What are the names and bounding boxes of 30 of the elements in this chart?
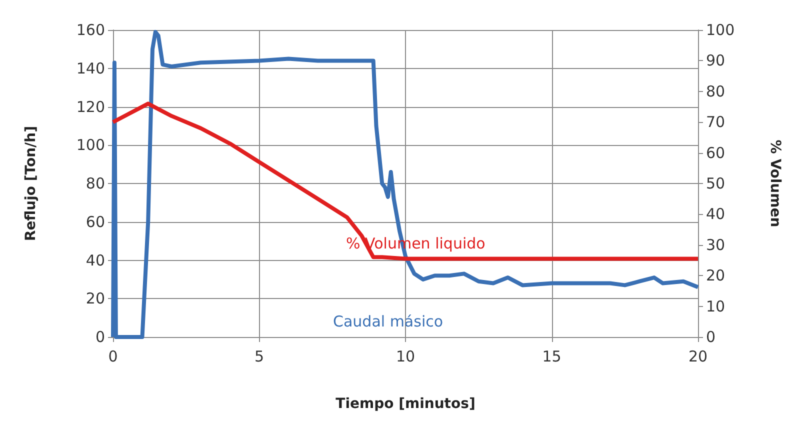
- y-tick-label: 100: [76, 136, 105, 154]
- y2-tick-label: 50: [706, 174, 726, 192]
- y-tick-label: 40: [86, 251, 105, 270]
- y-tick-label: 20: [86, 290, 105, 308]
- y-tick-label: 160: [76, 21, 105, 39]
- y-tick-label: 120: [76, 98, 105, 116]
- y2-axis-title: % Volumen: [767, 140, 783, 228]
- x-tick-label: 5: [254, 348, 264, 366]
- x-axis-title: Tiempo [minutos]: [336, 396, 476, 412]
- y2-tick-label: 20: [706, 266, 726, 285]
- y-axis-title: Reflujo [Ton/h]: [23, 126, 39, 242]
- line-series: [111, 102, 700, 261]
- y2-tick-label: 60: [706, 144, 726, 162]
- y2-tick-label: 10: [706, 297, 726, 316]
- x-tick-label: 15: [542, 348, 562, 366]
- y2-tick-label: 0: [706, 328, 716, 346]
- x-tick-label: 0: [108, 348, 118, 366]
- y-tick-label: 60: [86, 212, 105, 231]
- y2-tick-label: 80: [706, 82, 726, 100]
- line-series: [111, 30, 700, 339]
- y2-tick-label: 90: [706, 52, 726, 70]
- y2-tick-label: 70: [706, 113, 726, 132]
- x-tick-label: 10: [396, 348, 416, 366]
- y-tick-label: 140: [76, 59, 105, 78]
- y2-tick-label: 100: [706, 21, 735, 39]
- y-tick-label: 0: [95, 328, 105, 346]
- x-tick-label: 20: [688, 348, 708, 366]
- y-tick-label: 80: [86, 174, 105, 192]
- y2-tick-label: 30: [706, 236, 726, 254]
- y2-tick-label: 40: [706, 205, 726, 224]
